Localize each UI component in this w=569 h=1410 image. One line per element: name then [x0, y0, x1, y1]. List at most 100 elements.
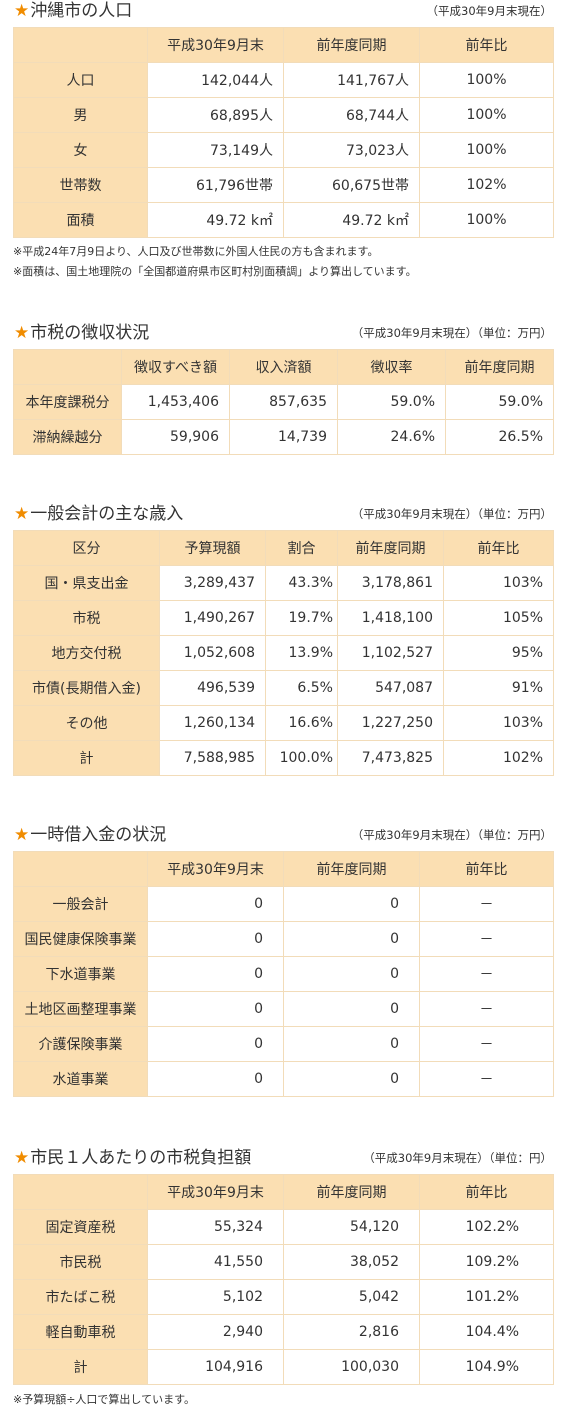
- tax-burden-title: ★市民１人あたりの市税負担額: [14, 1148, 252, 1168]
- table-cell: 102%: [419, 167, 554, 203]
- star-icon: ★: [14, 504, 30, 524]
- table-cell: 1,227,250: [337, 705, 444, 741]
- table-header-row: 徴収すべき額 収入済額 徴収率 前年度同期: [13, 349, 554, 385]
- table-cell: 0: [147, 1061, 284, 1097]
- table-cell: 0: [283, 886, 420, 922]
- table-cell: 1,102,527: [337, 635, 444, 671]
- tax-burden-footnote: ※予算現額÷人口で算出しています。: [13, 1393, 196, 1406]
- header-cell: 徴収率: [337, 349, 446, 385]
- header-cell: 割合: [265, 530, 338, 566]
- table-header-row: 平成30年9月末 前年度同期 前年比: [13, 27, 554, 63]
- table-cell: 61,796世帯: [147, 167, 284, 203]
- table-cell: 0: [283, 1026, 420, 1062]
- table-cell: 6.5%: [265, 670, 338, 706]
- table-cell: 5,042: [283, 1279, 420, 1315]
- population-section: ★沖縄市の人口 （平成30年9月末現在） 平成30年9月末 前年度同期 前年比 …: [0, 0, 569, 278]
- row-label: 介護保険事業: [13, 1026, 148, 1062]
- star-icon: ★: [14, 1148, 30, 1168]
- table-cell: 109.2%: [419, 1244, 554, 1280]
- table-cell: 3,178,861: [337, 565, 444, 601]
- table-cell: 5,102: [147, 1279, 284, 1315]
- table-cell: 2,816: [283, 1314, 420, 1350]
- table-row: 軽自動車税 2,940 2,816 104.4%: [13, 1314, 554, 1350]
- row-label: 水道事業: [13, 1061, 148, 1097]
- row-label: 計: [13, 740, 160, 776]
- table-header-row: 区分 予算現額 割合 前年度同期 前年比: [13, 530, 554, 566]
- table-cell: 100.0%: [265, 740, 338, 776]
- table-cell: 14,739: [229, 419, 338, 455]
- table-cell: 0: [283, 956, 420, 992]
- table-cell: 1,453,406: [121, 384, 230, 420]
- table-cell: 73,149人: [147, 132, 284, 168]
- header-cell: 徴収すべき額: [121, 349, 230, 385]
- row-label: 本年度課税分: [13, 384, 122, 420]
- row-label: 市税: [13, 600, 160, 636]
- header-cell: 平成30年9月末: [147, 1174, 284, 1210]
- row-label: 世帯数: [13, 167, 148, 203]
- header-cell: 前年度同期: [283, 27, 420, 63]
- table-row: 計 7,588,985 100.0% 7,473,825 102%: [13, 740, 554, 776]
- table-cell: 0: [283, 921, 420, 957]
- table-cell: 13.9%: [265, 635, 338, 671]
- table-cell: 0: [147, 1026, 284, 1062]
- table-cell: 100%: [419, 97, 554, 133]
- table-cell: 857,635: [229, 384, 338, 420]
- table-header-row: 平成30年9月末 前年度同期 前年比: [13, 1174, 554, 1210]
- population-title: ★沖縄市の人口: [14, 1, 133, 21]
- tax-collection-note: （平成30年9月末現在）（単位：万円）: [351, 326, 552, 340]
- header-cell: 平成30年9月末: [147, 851, 284, 887]
- header-cell: [13, 349, 122, 385]
- star-icon: ★: [14, 323, 30, 343]
- tax-burden-note: （平成30年9月末現在）（単位：円）: [363, 1151, 552, 1165]
- table-cell: 101.2%: [419, 1279, 554, 1315]
- table-header-row: 平成30年9月末 前年度同期 前年比: [13, 851, 554, 887]
- table-cell: 19.7%: [265, 600, 338, 636]
- header-cell: 予算現額: [159, 530, 266, 566]
- table-cell: 43.3%: [265, 565, 338, 601]
- table-cell: 496,539: [159, 670, 266, 706]
- star-icon: ★: [14, 1, 30, 21]
- table-cell: 41,550: [147, 1244, 284, 1280]
- tax-collection-section: ★市税の徴収状況 （平成30年9月末現在）（単位：万円） 徴収すべき額 収入済額…: [0, 322, 569, 455]
- row-label: 固定資産税: [13, 1209, 148, 1245]
- header-cell: 前年比: [419, 1174, 554, 1210]
- table-cell: 55,324: [147, 1209, 284, 1245]
- table-cell: 95%: [443, 635, 554, 671]
- table-row: 男 68,895人 68,744人 100%: [13, 97, 554, 133]
- header-cell: [13, 1174, 148, 1210]
- header-cell: 前年度同期: [445, 349, 554, 385]
- general-revenue-section: ★一般会計の主な歳入 （平成30年9月末現在）（単位：万円） 区分 予算現額 割…: [0, 503, 569, 776]
- table-cell: 59.0%: [337, 384, 446, 420]
- row-label: 面積: [13, 202, 148, 238]
- table-cell: 104,916: [147, 1349, 284, 1385]
- table-row: 国民健康保険事業 0 0 －: [13, 921, 554, 957]
- header-cell: 前年比: [419, 27, 554, 63]
- table-cell: 0: [147, 991, 284, 1027]
- table-cell: 547,087: [337, 670, 444, 706]
- table-row: 下水道事業 0 0 －: [13, 956, 554, 992]
- row-label: 男: [13, 97, 148, 133]
- header-cell: 区分: [13, 530, 160, 566]
- table-cell: 103%: [443, 565, 554, 601]
- table-cell: 59.0%: [445, 384, 554, 420]
- table-cell: 3,289,437: [159, 565, 266, 601]
- table-cell: 54,120: [283, 1209, 420, 1245]
- table-cell: 104.9%: [419, 1349, 554, 1385]
- row-label: 軽自動車税: [13, 1314, 148, 1350]
- general-revenue-title: ★一般会計の主な歳入: [14, 504, 184, 524]
- table-cell: 91%: [443, 670, 554, 706]
- table-row: 国・県支出金 3,289,437 43.3% 3,178,861 103%: [13, 565, 554, 601]
- row-label: 一般会計: [13, 886, 148, 922]
- table-cell: 68,895人: [147, 97, 284, 133]
- table-cell: 103%: [443, 705, 554, 741]
- table-cell: 141,767人: [283, 62, 420, 98]
- tax-collection-header: ★市税の徴収状況 （平成30年9月末現在）（単位：万円）: [0, 322, 569, 348]
- row-label: 市債(長期借入金): [13, 670, 160, 706]
- temp-borrowing-title: ★一時借入金の状況: [14, 825, 167, 845]
- table-row: 水道事業 0 0 －: [13, 1061, 554, 1097]
- table-cell: 68,744人: [283, 97, 420, 133]
- general-revenue-note: （平成30年9月末現在）（単位：万円）: [351, 507, 552, 521]
- table-row: 人口 142,044人 141,767人 100%: [13, 62, 554, 98]
- header-cell: 平成30年9月末: [147, 27, 284, 63]
- population-table: 平成30年9月末 前年度同期 前年比 人口 142,044人 141,767人 …: [13, 27, 554, 238]
